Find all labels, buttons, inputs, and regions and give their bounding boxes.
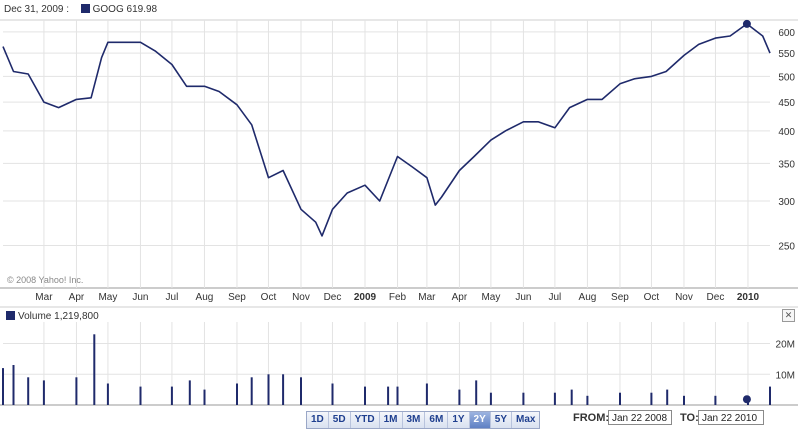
volume-bar xyxy=(75,377,78,405)
x-tick-label: 2009 xyxy=(354,292,377,303)
volume-bar xyxy=(458,389,461,405)
volume-bar xyxy=(425,383,428,405)
volume-bar xyxy=(300,377,302,405)
to-label: TO: xyxy=(680,412,699,424)
x-tick-label: Apr xyxy=(69,292,85,303)
x-tick-label: Aug xyxy=(579,292,597,303)
volume-bar xyxy=(139,386,142,405)
volume-bar xyxy=(267,374,270,405)
range-button-2y[interactable]: 2Y xyxy=(469,412,491,428)
range-button-1m[interactable]: 1M xyxy=(379,412,403,428)
volume-highlight-marker xyxy=(742,395,751,404)
y-tick-label: 250 xyxy=(778,241,795,252)
y-tick-label: 300 xyxy=(778,197,795,208)
volume-y-tick-label: 10M xyxy=(776,370,795,381)
x-tick-label: Sep xyxy=(611,292,629,303)
x-tick-label: Mar xyxy=(418,292,436,303)
price-series-line xyxy=(2,23,771,237)
volume-bar xyxy=(387,386,390,405)
x-tick-label: Jun xyxy=(515,292,531,303)
volume-bar xyxy=(650,392,653,405)
x-tick-label: Jun xyxy=(132,292,148,303)
volume-bar xyxy=(769,386,771,405)
range-button-1y[interactable]: 1Y xyxy=(448,412,470,428)
price-value: 619.98 xyxy=(126,4,158,15)
x-tick-label: Oct xyxy=(261,292,277,303)
volume-bar xyxy=(12,365,15,405)
y-tick-label: 350 xyxy=(778,159,795,170)
y-tick-label: 550 xyxy=(778,49,795,60)
price-header: Dec 31, 2009 : GOOG 619.98 xyxy=(4,4,157,15)
x-tick-label: Nov xyxy=(292,292,310,303)
range-button-6m[interactable]: 6M xyxy=(425,412,449,428)
x-tick-label: 2010 xyxy=(737,292,760,303)
x-tick-label: Nov xyxy=(675,292,693,303)
x-tick-label: Dec xyxy=(324,292,342,303)
volume-label: Volume xyxy=(18,311,52,322)
volume-bar xyxy=(93,334,96,405)
volume-value: 1,219,800 xyxy=(54,311,99,322)
volume-bar xyxy=(364,386,366,405)
volume-bar xyxy=(553,392,556,405)
volume-bar xyxy=(475,380,478,405)
x-tick-label: Jul xyxy=(549,292,562,303)
y-tick-label: 500 xyxy=(778,72,795,83)
volume-swatch xyxy=(6,311,15,320)
from-label: FROM: xyxy=(573,412,610,424)
date-label: Dec 31, 2009 : xyxy=(4,4,70,15)
x-tick-label: Sep xyxy=(228,292,246,303)
volume-bar xyxy=(666,389,669,405)
volume-bar xyxy=(619,392,621,405)
symbol-label: GOOG xyxy=(92,4,124,15)
volume-bar xyxy=(331,383,334,405)
volume-bar xyxy=(683,395,685,405)
x-tick-label: Feb xyxy=(389,292,407,303)
y-tick-label: 450 xyxy=(778,98,795,109)
copyright-notice: © 2008 Yahoo! Inc. xyxy=(7,275,84,285)
y-tick-label: 400 xyxy=(778,127,795,138)
x-tick-label: Aug xyxy=(196,292,214,303)
y-tick-label: 600 xyxy=(778,28,795,39)
x-tick-label: Jul xyxy=(166,292,179,303)
volume-bar xyxy=(489,392,492,405)
range-toolbar: 1D 5D YTD 1M 3M 6M 1Y 2Y 5Y Max xyxy=(306,411,541,429)
price-highlight-marker xyxy=(742,19,751,28)
volume-bar xyxy=(396,386,399,405)
range-button-5d[interactable]: 5D xyxy=(328,412,351,428)
x-tick-label: May xyxy=(481,292,500,303)
volume-bar xyxy=(42,380,45,405)
to-date-input[interactable]: Jan 22 2010 xyxy=(698,410,764,425)
x-tick-label: Apr xyxy=(452,292,468,303)
volume-bar xyxy=(170,386,173,405)
volume-bar xyxy=(250,377,253,405)
volume-y-tick-label: 20M xyxy=(776,340,795,351)
volume-bar xyxy=(2,368,4,405)
range-button-ytd[interactable]: YTD xyxy=(350,412,380,428)
x-tick-label: May xyxy=(98,292,117,303)
x-tick-label: Mar xyxy=(35,292,53,303)
volume-bar xyxy=(570,389,573,405)
volume-bar xyxy=(586,395,589,405)
x-tick-label: Oct xyxy=(644,292,660,303)
volume-bar xyxy=(188,380,191,405)
range-button-3m[interactable]: 3M xyxy=(402,412,426,428)
volume-bar xyxy=(27,377,30,405)
x-tick-label: Dec xyxy=(707,292,725,303)
volume-header: Volume 1,219,800 xyxy=(6,311,99,322)
from-date-input[interactable]: Jan 22 2008 xyxy=(608,410,672,425)
volume-bar xyxy=(714,395,717,405)
range-button-5y[interactable]: 5Y xyxy=(490,412,513,428)
series-swatch xyxy=(80,4,90,13)
volume-bar xyxy=(236,383,238,405)
volume-bar xyxy=(106,383,109,405)
range-button-max[interactable]: Max xyxy=(512,412,540,428)
range-button-1d[interactable]: 1D xyxy=(307,412,329,428)
close-icon[interactable]: ✕ xyxy=(782,309,795,322)
volume-bar xyxy=(522,392,525,405)
volume-bar xyxy=(282,374,285,405)
volume-bar xyxy=(203,389,206,405)
